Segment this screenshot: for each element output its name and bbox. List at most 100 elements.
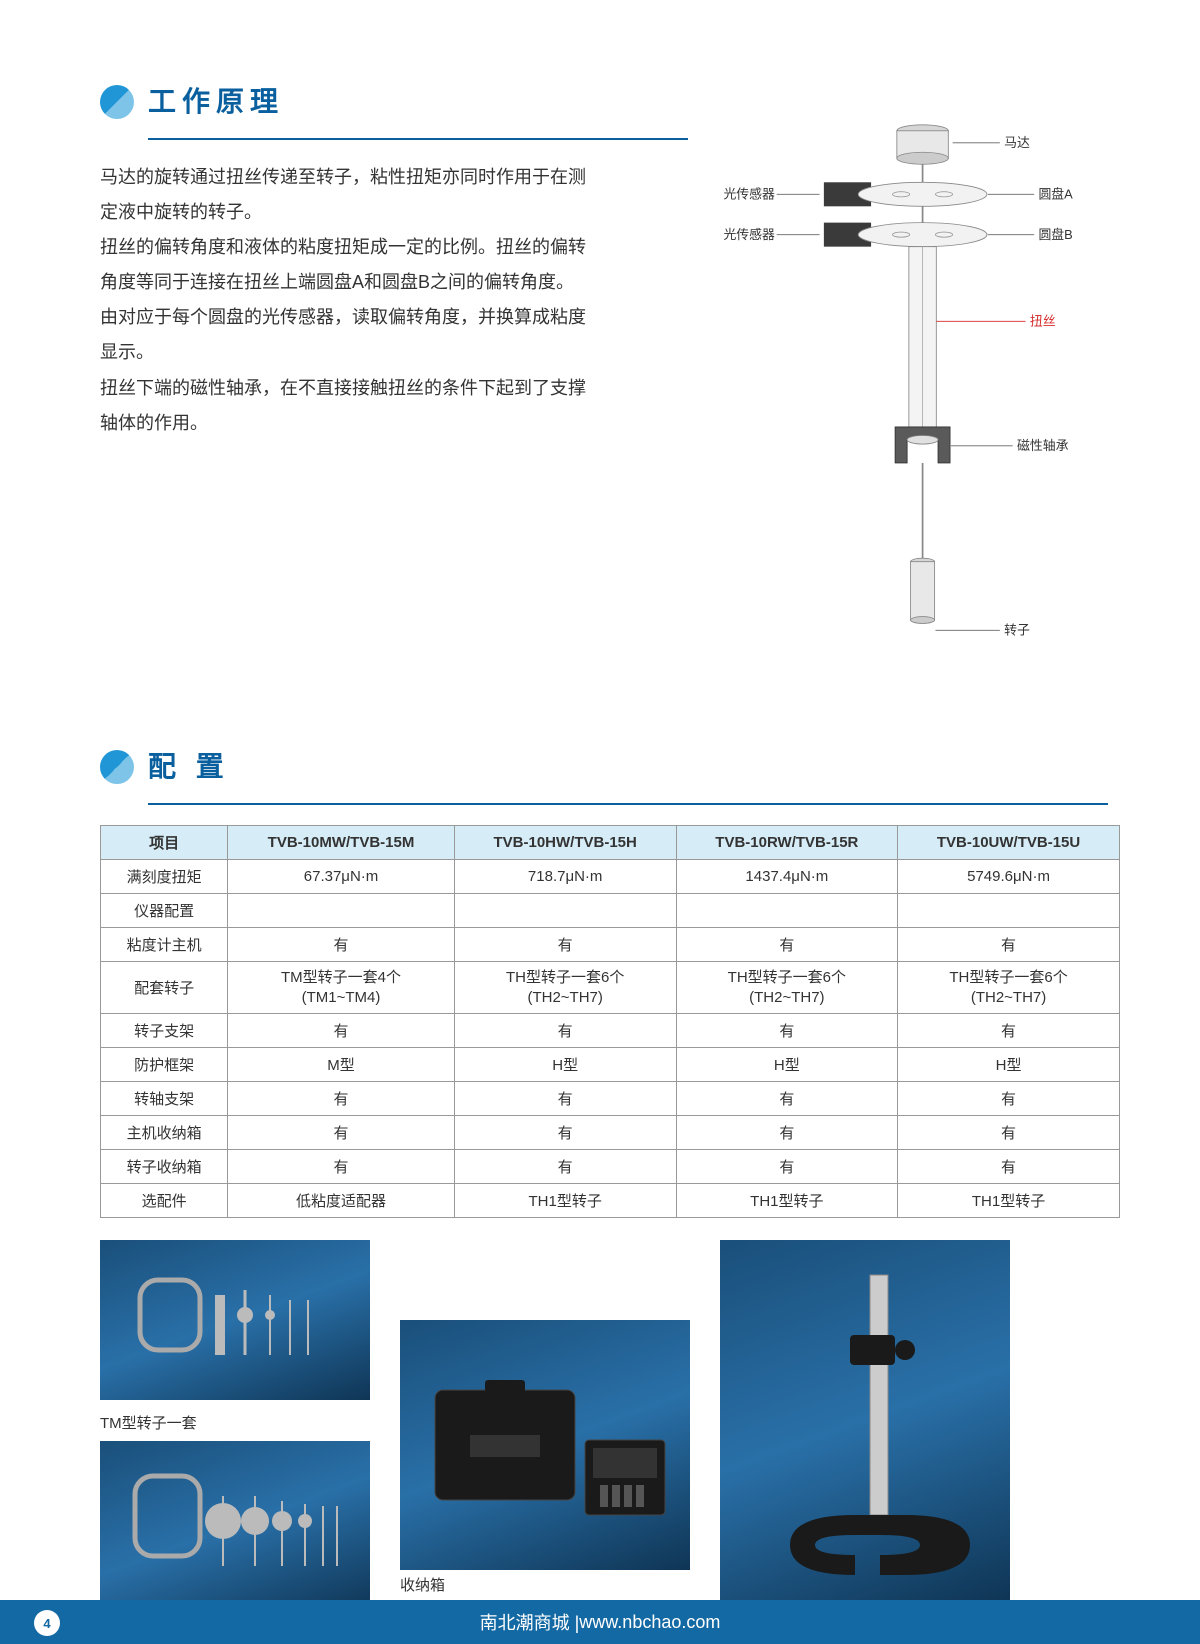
page-number: 4 — [34, 1610, 60, 1636]
cell: TH型转子一套6个(TH2~TH7) — [676, 962, 897, 1014]
left-photos: TM型转子一套 T — [100, 1240, 370, 1644]
photo-tm-rotors — [100, 1240, 370, 1400]
config-table: 项目 TVB-10MW/TVB-15M TVB-10HW/TVB-15H TVB… — [100, 825, 1120, 1218]
cell — [228, 894, 454, 928]
photo-th-rotors — [100, 1441, 370, 1611]
viscometer-diagram: 马达 光传感器 光传感器 圆盘A — [708, 80, 1120, 700]
cell: TH型转子一套6个(TH2~TH7) — [898, 962, 1120, 1014]
row-label: 粘度计主机 — [101, 928, 228, 962]
section2-underline — [148, 803, 1108, 805]
cell: 有 — [454, 928, 676, 962]
caption-tm: TM型转子一套 — [100, 1412, 370, 1433]
paragraph: 扭丝下端的磁性轴承，在不直接接触扭丝的条件下起到了支撑轴体的作用。 — [100, 371, 600, 441]
cell — [454, 894, 676, 928]
row-label: 转轴支架 — [101, 1082, 228, 1116]
table-row: 仪器配置 — [101, 894, 1120, 928]
row-label: 防护框架 — [101, 1048, 228, 1082]
th: TVB-10HW/TVB-15H — [454, 826, 676, 860]
label-diskA: 圆盘A — [1038, 187, 1073, 202]
diagram: 马达 光传感器 光传感器 圆盘A — [708, 80, 1120, 705]
cell: 67.37μN·m — [228, 860, 454, 894]
top-section: 工作原理 马达的旋转通过扭丝传递至转子，粘性扭矩亦同时作用于在测定液中旋转的转子… — [100, 80, 1120, 705]
table-row: 转子支架有有有有 — [101, 1014, 1120, 1048]
cell: 有 — [898, 1150, 1120, 1184]
label-sensor2: 光传感器 — [723, 227, 775, 242]
cell: 有 — [228, 1014, 454, 1048]
case-column: 收纳箱 — [400, 1240, 690, 1595]
row-label: 选配件 — [101, 1184, 228, 1218]
bullet-icon — [100, 750, 134, 784]
section2-title: 配 置 — [148, 745, 230, 789]
th: TVB-10MW/TVB-15M — [228, 826, 454, 860]
section1-header: 工作原理 — [100, 80, 688, 124]
footer-url: www.nbchao.com — [579, 1612, 720, 1633]
cell: TH1型转子 — [898, 1184, 1120, 1218]
cell: TM型转子一套4个(TM1~TM4) — [228, 962, 454, 1014]
footer: 南北潮商城 | www.nbchao.com 4 — [0, 1600, 1200, 1644]
cell: 有 — [228, 1150, 454, 1184]
label-sensor1: 光传感器 — [723, 187, 775, 202]
cell: 5749.6μN·m — [898, 860, 1120, 894]
cell: 有 — [228, 1082, 454, 1116]
cell: 有 — [898, 1014, 1120, 1048]
table-row: 转子收纳箱有有有有 — [101, 1150, 1120, 1184]
cell: 有 — [676, 1116, 897, 1150]
cell: 有 — [898, 928, 1120, 962]
row-label: 仪器配置 — [101, 894, 228, 928]
caption-case: 收纳箱 — [400, 1574, 690, 1595]
cell: 有 — [454, 1082, 676, 1116]
cell: 低粘度适配器 — [228, 1184, 454, 1218]
table-row: 配套转子TM型转子一套4个(TM1~TM4)TH型转子一套6个(TH2~TH7)… — [101, 962, 1120, 1014]
stand-column: 转轴支架 — [720, 1240, 1010, 1625]
cell: 有 — [454, 1116, 676, 1150]
cell: M型 — [228, 1048, 454, 1082]
table-row: 选配件低粘度适配器TH1型转子TH1型转子TH1型转子 — [101, 1184, 1120, 1218]
text-column: 工作原理 马达的旋转通过扭丝传递至转子，粘性扭矩亦同时作用于在测定液中旋转的转子… — [100, 80, 688, 705]
cell — [898, 894, 1120, 928]
table-row: 转轴支架有有有有 — [101, 1082, 1120, 1116]
cell: 有 — [676, 928, 897, 962]
cell: 有 — [898, 1082, 1120, 1116]
cell: 有 — [454, 1150, 676, 1184]
table-row: 满刻度扭矩67.37μN·m718.7μN·m1437.4μN·m5749.6μ… — [101, 860, 1120, 894]
bullet-icon — [100, 85, 134, 119]
row-label: 转子支架 — [101, 1014, 228, 1048]
cell: 1437.4μN·m — [676, 860, 897, 894]
cell: H型 — [676, 1048, 897, 1082]
paragraph: 马达的旋转通过扭丝传递至转子，粘性扭矩亦同时作用于在测定液中旋转的转子。 — [100, 160, 600, 230]
row-label: 满刻度扭矩 — [101, 860, 228, 894]
cell: 有 — [228, 1116, 454, 1150]
cell: TH型转子一套6个(TH2~TH7) — [454, 962, 676, 1014]
cell: TH1型转子 — [454, 1184, 676, 1218]
photo-row: TM型转子一套 T — [100, 1240, 1120, 1644]
th: TVB-10UW/TVB-15U — [898, 826, 1120, 860]
label-rotor: 转子 — [1004, 623, 1030, 638]
section1-underline — [148, 138, 688, 140]
footer-text: 南北潮商城 | — [480, 1609, 580, 1635]
cell: 有 — [676, 1082, 897, 1116]
table-header-row: 项目 TVB-10MW/TVB-15M TVB-10HW/TVB-15H TVB… — [101, 826, 1120, 860]
paragraph: 扭丝的偏转角度和液体的粘度扭矩成一定的比例。扭丝的偏转角度等同于连接在扭丝上端圆… — [100, 230, 600, 300]
paragraph: 由对应于每个圆盘的光传感器，读取偏转角度，并换算成粘度显示。 — [100, 300, 600, 370]
cell: 有 — [898, 1116, 1120, 1150]
label-diskB: 圆盘B — [1038, 227, 1072, 242]
table-row: 防护框架M型H型H型H型 — [101, 1048, 1120, 1082]
page: 工作原理 马达的旋转通过扭丝传递至转子，粘性扭矩亦同时作用于在测定液中旋转的转子… — [0, 0, 1200, 1644]
label-motor: 马达 — [1004, 135, 1030, 150]
cell: H型 — [454, 1048, 676, 1082]
cell: 718.7μN·m — [454, 860, 676, 894]
cell: 有 — [676, 1150, 897, 1184]
body-text: 马达的旋转通过扭丝传递至转子，粘性扭矩亦同时作用于在测定液中旋转的转子。 扭丝的… — [100, 160, 600, 441]
cell — [676, 894, 897, 928]
row-label: 转子收纳箱 — [101, 1150, 228, 1184]
section1-title: 工作原理 — [148, 80, 284, 124]
label-wire: 扭丝 — [1030, 314, 1056, 329]
content-area: 工作原理 马达的旋转通过扭丝传递至转子，粘性扭矩亦同时作用于在测定液中旋转的转子… — [0, 0, 1200, 1644]
th: 项目 — [101, 826, 228, 860]
cell: 有 — [676, 1014, 897, 1048]
row-label: 主机收纳箱 — [101, 1116, 228, 1150]
th: TVB-10RW/TVB-15R — [676, 826, 897, 860]
label-bearing: 磁性轴承 — [1017, 438, 1069, 453]
table-row: 粘度计主机有有有有 — [101, 928, 1120, 962]
row-label: 配套转子 — [101, 962, 228, 1014]
